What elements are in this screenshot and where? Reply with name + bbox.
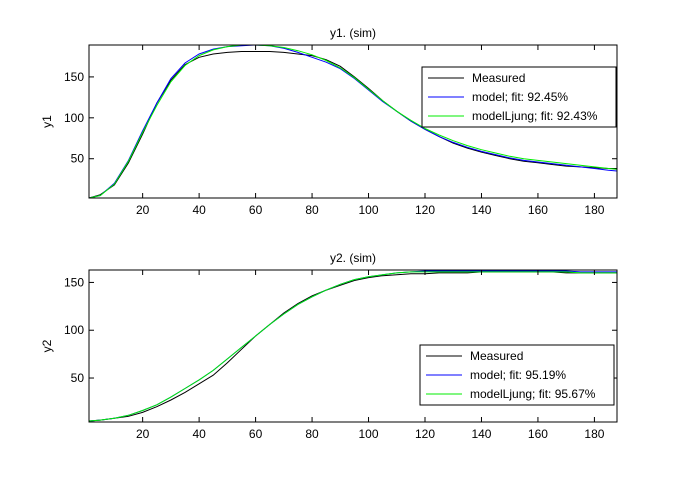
x-tick-label: 180 [584, 203, 604, 217]
x-tick-label: 60 [249, 427, 263, 441]
x-tick-label: 20 [136, 427, 150, 441]
x-tick-label: 100 [359, 427, 379, 441]
legend-label: model; fit: 95.19% [470, 368, 566, 382]
y-axis-label: y2 [40, 339, 54, 352]
x-tick-label: 180 [584, 427, 604, 441]
axes-box [88, 44, 618, 199]
y-tick-label: 100 [64, 111, 84, 125]
x-tick-label: 80 [305, 427, 319, 441]
x-tick-label: 120 [415, 427, 435, 441]
axes-box [88, 269, 618, 423]
y-axis-label: y1 [40, 115, 54, 128]
legend-label: Measured [470, 349, 523, 363]
x-tick-label: 100 [359, 203, 379, 217]
x-tick-label: 40 [192, 427, 206, 441]
x-tick-label: 20 [136, 203, 150, 217]
x-tick-label: 160 [528, 203, 548, 217]
x-tick-label: 140 [471, 203, 491, 217]
legend: Measured model; fit: 95.19% modelLjung; fi… [419, 344, 615, 406]
x-tick-label: 120 [415, 203, 435, 217]
y-tick-label: 150 [64, 70, 84, 84]
legend-label: model; fit: 92.45% [472, 90, 568, 104]
x-tick-label: 40 [192, 203, 206, 217]
legend-label: modelLjung; fit: 95.67% [470, 387, 596, 401]
y-tick-label: 150 [64, 275, 84, 289]
y-tick-label: 100 [64, 323, 84, 337]
series-line-measured [89, 51, 617, 198]
series-line-modelljung [89, 271, 617, 422]
x-tick-label: 80 [305, 203, 319, 217]
chart-title: y1. (sim) [330, 26, 376, 40]
x-tick-label: 60 [249, 203, 263, 217]
legend-label: modelLjung; fit: 92.43% [472, 109, 598, 123]
series-line-model [89, 45, 617, 198]
legend-label: Measured [472, 71, 525, 85]
x-tick-label: 160 [528, 427, 548, 441]
subplot-1: 20 40 60 80 100 120 140 160 180 50 100 150 y1. (sim)… [40, 26, 618, 217]
chart-title: y2. (sim) [330, 251, 376, 265]
subplot-2: 20 40 60 80 100 120 140 160 180 50 100 150 y2. (sim)… [40, 251, 618, 441]
y-tick-label: 50 [71, 152, 85, 166]
series-line-modelljung [89, 45, 617, 198]
y-tick-label: 50 [71, 371, 85, 385]
legend: Measured model; fit: 92.45% modelLjung; fi… [421, 66, 617, 128]
x-tick-label: 140 [471, 427, 491, 441]
